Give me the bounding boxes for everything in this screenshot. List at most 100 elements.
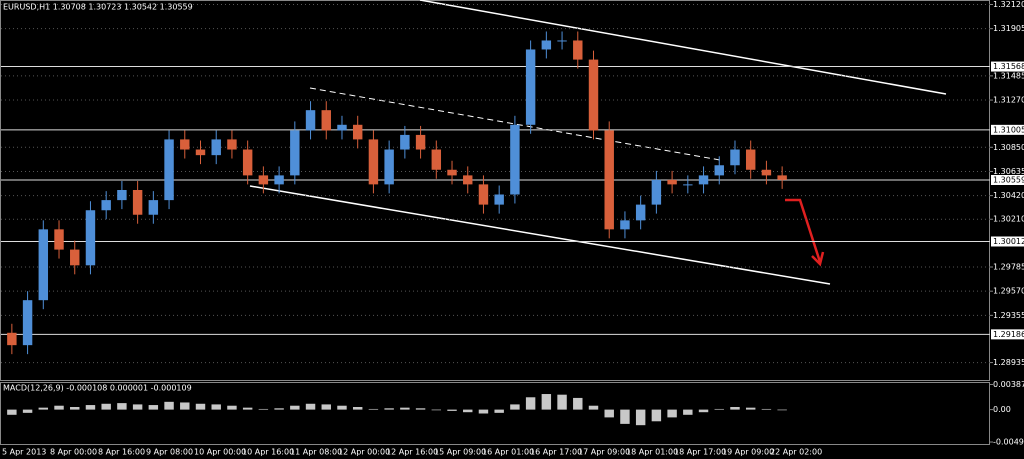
candle-body <box>714 165 724 176</box>
macd-bar <box>604 409 614 418</box>
x-tick-label: 17 Apr 09:00 <box>578 448 630 457</box>
macd-bar <box>384 408 394 410</box>
macd-bar <box>635 409 646 426</box>
y-tick-label: 1.32120 <box>993 0 1024 9</box>
macd-bar <box>463 409 473 413</box>
macd-bar <box>85 405 96 410</box>
macd-bar <box>38 407 49 410</box>
candle-body <box>148 200 159 215</box>
macd-bar <box>683 409 693 415</box>
macd-bar <box>761 408 772 410</box>
candle-body <box>698 175 709 185</box>
macd-bar <box>541 394 552 410</box>
level-box <box>991 236 1024 247</box>
candle-body <box>384 149 394 185</box>
y-tick-label: 1.29785 <box>993 263 1024 272</box>
x-tick-label: 22 Apr 02:00 <box>770 448 822 457</box>
y-tick-label: 1.28935 <box>993 358 1024 367</box>
macd-bar <box>180 402 190 410</box>
macd-bar <box>667 409 677 418</box>
candle-body <box>211 139 221 156</box>
forecast-arrow <box>785 198 822 263</box>
candle-body <box>463 175 473 185</box>
y-tick-label: 1.31485 <box>993 71 1024 80</box>
candle-body <box>164 139 174 201</box>
y-tick-label: 1.30635 <box>993 167 1024 176</box>
candle-body <box>557 40 567 42</box>
candle-body <box>54 229 64 250</box>
candle-body <box>180 139 190 150</box>
y-tick-label: 1.30850 <box>993 143 1024 152</box>
channel-line <box>419 0 947 95</box>
candle-body <box>777 175 787 180</box>
macd-bar <box>730 407 740 410</box>
macd-bar <box>22 409 33 413</box>
macd-bar <box>447 409 457 411</box>
candle-body <box>242 149 253 176</box>
candle-body <box>635 204 646 221</box>
x-tick-label: 8 Apr 16:00 <box>98 448 145 457</box>
macd-bar <box>117 403 127 410</box>
candle-body <box>195 149 206 156</box>
macd-bar <box>195 403 206 410</box>
level-box <box>991 174 1024 185</box>
macd-bar <box>588 405 599 410</box>
candle-body <box>573 40 583 60</box>
x-tick-label: 18 Apr 01:00 <box>626 448 678 457</box>
level-label: 1.31005 <box>993 125 1024 134</box>
y-tick-label: 1.29570 <box>993 287 1024 296</box>
x-tick-label: 11 Apr 08:00 <box>290 448 342 457</box>
macd-bar <box>148 405 159 410</box>
candle-body <box>101 200 111 211</box>
macd-bar <box>415 408 426 410</box>
candle-body <box>494 194 504 205</box>
candle-body <box>447 169 457 176</box>
macd-bar <box>557 394 567 410</box>
candle-body <box>667 179 677 185</box>
macd-bar <box>714 408 724 410</box>
macd-bar <box>525 397 536 410</box>
x-tick-label: 10 Apr 16:00 <box>242 448 294 457</box>
macd-bar <box>651 409 662 422</box>
x-tick-label: 5 Apr 2013 <box>2 448 46 457</box>
macd-bar <box>478 409 489 414</box>
macd-bar <box>164 401 174 410</box>
candle-body <box>745 149 756 170</box>
x-tick-label: 16 Apr 01:00 <box>482 448 534 457</box>
macd-bar <box>494 409 504 413</box>
macd-bar <box>274 408 284 410</box>
candle-body <box>7 332 17 346</box>
candle-body <box>604 130 614 230</box>
level-label: 1.29186 <box>993 330 1024 339</box>
candle-body <box>85 210 96 266</box>
candle-body <box>117 190 127 201</box>
macd-bar <box>573 397 583 410</box>
macd-bar <box>242 407 253 410</box>
macd-bar <box>400 407 410 410</box>
macd-bar <box>258 408 269 410</box>
y-tick-label: 0.00 <box>993 405 1011 414</box>
candle-body <box>431 149 442 170</box>
macd-bar <box>101 403 111 410</box>
candle-body <box>683 184 693 186</box>
level-box <box>991 329 1024 340</box>
candle-body <box>337 124 347 131</box>
candle-body <box>510 124 520 195</box>
y-tick-label: 1.31905 <box>993 24 1024 33</box>
x-tick-label: 8 Apr 00:00 <box>50 448 97 457</box>
x-tick-label: 10 Apr 00:00 <box>194 448 246 457</box>
candle-body <box>290 130 300 176</box>
candle-body <box>620 220 630 230</box>
y-tick-label: 1.30420 <box>993 191 1024 200</box>
candle-body <box>730 149 740 166</box>
x-tick-label: 18 Apr 17:00 <box>674 448 726 457</box>
macd-bar <box>745 407 756 410</box>
candle-body <box>541 40 552 50</box>
macd-bar <box>305 403 316 410</box>
macd-bar <box>620 409 630 424</box>
candle-body <box>305 110 316 131</box>
macd-bar <box>7 409 17 415</box>
macd-bar <box>54 405 64 410</box>
x-tick-label: 19 Apr 09:00 <box>722 448 774 457</box>
